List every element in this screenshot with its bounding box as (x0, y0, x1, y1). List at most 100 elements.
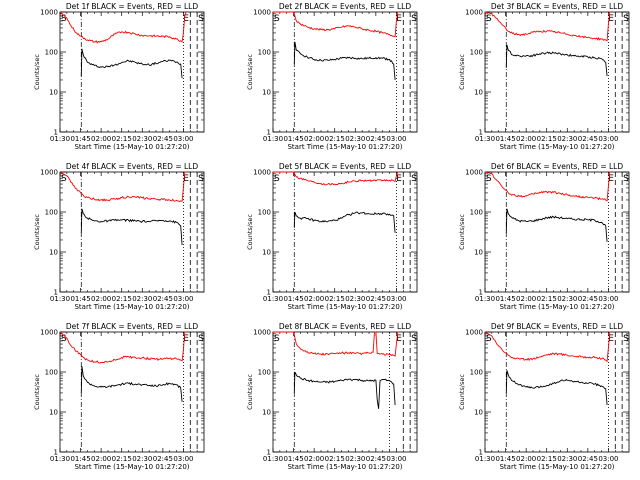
y-tick-label: 1 (479, 449, 483, 457)
y-tick-label: 1 (54, 449, 58, 457)
marker-label-s: S (486, 334, 492, 344)
x-tick-label: 02:45 (578, 295, 598, 303)
x-axis-label: Start Time (15-May-10 01:27:20) (74, 143, 189, 151)
y-axis-label: Counts/sec (246, 214, 254, 250)
x-axis-label: Start Time (15-May-10 01:27:20) (499, 143, 614, 151)
x-tick-label: 02:45 (366, 135, 386, 143)
x-tick-label: 01:45 (495, 135, 515, 143)
x-tick-label: 02:30 (345, 135, 365, 143)
x-tick-label: 01:30 (50, 135, 70, 143)
y-tick-label: 1000 (40, 169, 58, 177)
lld-series-line (273, 331, 400, 357)
x-tick-label: 03:00 (173, 295, 193, 303)
y-tick-label: 1000 (253, 9, 271, 17)
lld-series-line (484, 331, 612, 363)
y-tick-label: 100 (45, 49, 58, 57)
events-series-line (293, 371, 396, 409)
x-axis-label: Start Time (15-May-10 01:27:20) (74, 463, 189, 471)
marker-label-s: S (61, 334, 67, 344)
y-axis-label: Counts/sec (33, 214, 41, 250)
x-tick-label: 02:00 (91, 135, 111, 143)
marker-label-s: S (486, 174, 492, 184)
y-tick-label: 1000 (465, 169, 483, 177)
chart-panel-7: Det 7f BLACK = Events, RED = LLD 1 10 100 10… (33, 322, 205, 471)
marker-label-e: E (396, 14, 402, 24)
events-series-line (80, 48, 183, 79)
events-series-line (505, 208, 608, 242)
x-tick-label: 01:45 (283, 295, 303, 303)
x-tick-label: 01:30 (475, 135, 495, 143)
y-axis-label: Counts/sec (246, 374, 254, 410)
x-tick-label: 03:00 (598, 295, 618, 303)
marker-label-s: S (411, 174, 417, 184)
x-tick-label: 03:00 (386, 455, 406, 463)
y-tick-label: 100 (470, 209, 483, 217)
y-axis-label: Counts/sec (458, 54, 466, 90)
y-tick-label: 1 (54, 129, 58, 137)
marker-label-s: S (623, 174, 629, 184)
x-tick-label: 03:00 (386, 295, 406, 303)
x-tick-label: 01:30 (50, 295, 70, 303)
x-tick-label: 01:30 (263, 135, 283, 143)
x-tick-label: 02:00 (304, 455, 324, 463)
x-tick-label: 01:45 (283, 135, 303, 143)
x-tick-label: 02:15 (325, 455, 345, 463)
x-tick-label: 02:15 (112, 135, 132, 143)
marker-label-e: E (183, 174, 189, 184)
marker-label-e: E (608, 174, 614, 184)
x-tick-label: 02:30 (557, 295, 577, 303)
x-tick-label: 01:30 (263, 455, 283, 463)
y-tick-label: 1 (479, 289, 483, 297)
y-axis-label: Counts/sec (246, 54, 254, 90)
y-tick-label: 100 (45, 209, 58, 217)
y-tick-label: 100 (45, 369, 58, 377)
marker-label-e: E (183, 334, 189, 344)
x-tick-label: 02:30 (132, 455, 152, 463)
y-tick-label: 1000 (465, 9, 483, 17)
x-tick-label: 02:00 (91, 455, 111, 463)
marker-label-s: S (486, 14, 492, 24)
marker-label-s: S (61, 174, 67, 184)
y-tick-label: 100 (258, 369, 271, 377)
chart-title: Det 7f BLACK = Events, RED = LLD (66, 322, 199, 331)
x-tick-label: 01:45 (495, 295, 515, 303)
y-tick-label: 1000 (253, 169, 271, 177)
y-tick-label: 100 (258, 209, 271, 217)
y-tick-label: 100 (470, 369, 483, 377)
lld-series-line (59, 11, 187, 44)
lld-series-line (484, 11, 612, 42)
y-tick-label: 10 (49, 89, 58, 97)
y-axis-label: Counts/sec (33, 54, 41, 90)
x-tick-label: 01:30 (475, 455, 495, 463)
marker-label-e: E (608, 334, 614, 344)
y-tick-label: 10 (474, 89, 483, 97)
chart-panel-9: Det 9f BLACK = Events, RED = LLD 1 10 100 10… (458, 322, 630, 471)
lld-series-line (273, 171, 400, 186)
chart-panel-4: Det 4f BLACK = Events, RED = LLD 1 10 100 10… (33, 162, 205, 311)
events-series-line (505, 370, 608, 406)
marker-label-s: S (274, 334, 280, 344)
events-series-line (505, 44, 608, 77)
chart-panel-8: Det 8f BLACK = Events, RED = LLD 1 10 100 10… (246, 322, 418, 471)
y-tick-label: 1000 (40, 329, 58, 337)
y-tick-label: 10 (474, 409, 483, 417)
y-tick-label: 1000 (465, 329, 483, 337)
y-axis-label: Counts/sec (458, 214, 466, 250)
y-tick-label: 100 (258, 49, 271, 57)
chart-title: Det 3f BLACK = Events, RED = LLD (491, 2, 624, 11)
y-tick-label: 10 (49, 409, 58, 417)
chart-title: Det 8f BLACK = Events, RED = LLD (279, 322, 412, 331)
y-tick-label: 10 (262, 249, 271, 257)
x-tick-label: 02:30 (557, 455, 577, 463)
x-axis-label: Start Time (15-May-10 01:27:20) (499, 303, 614, 311)
x-tick-label: 02:45 (578, 135, 598, 143)
plot-frame (484, 11, 630, 133)
events-series-line (80, 366, 183, 402)
marker-label-s: S (274, 14, 280, 24)
x-tick-label: 02:15 (537, 135, 557, 143)
marker-label-s: S (411, 334, 417, 344)
x-tick-label: 02:15 (537, 295, 557, 303)
x-tick-label: 02:30 (132, 295, 152, 303)
events-series-line (293, 41, 396, 81)
marker-label-e: E (183, 14, 189, 24)
